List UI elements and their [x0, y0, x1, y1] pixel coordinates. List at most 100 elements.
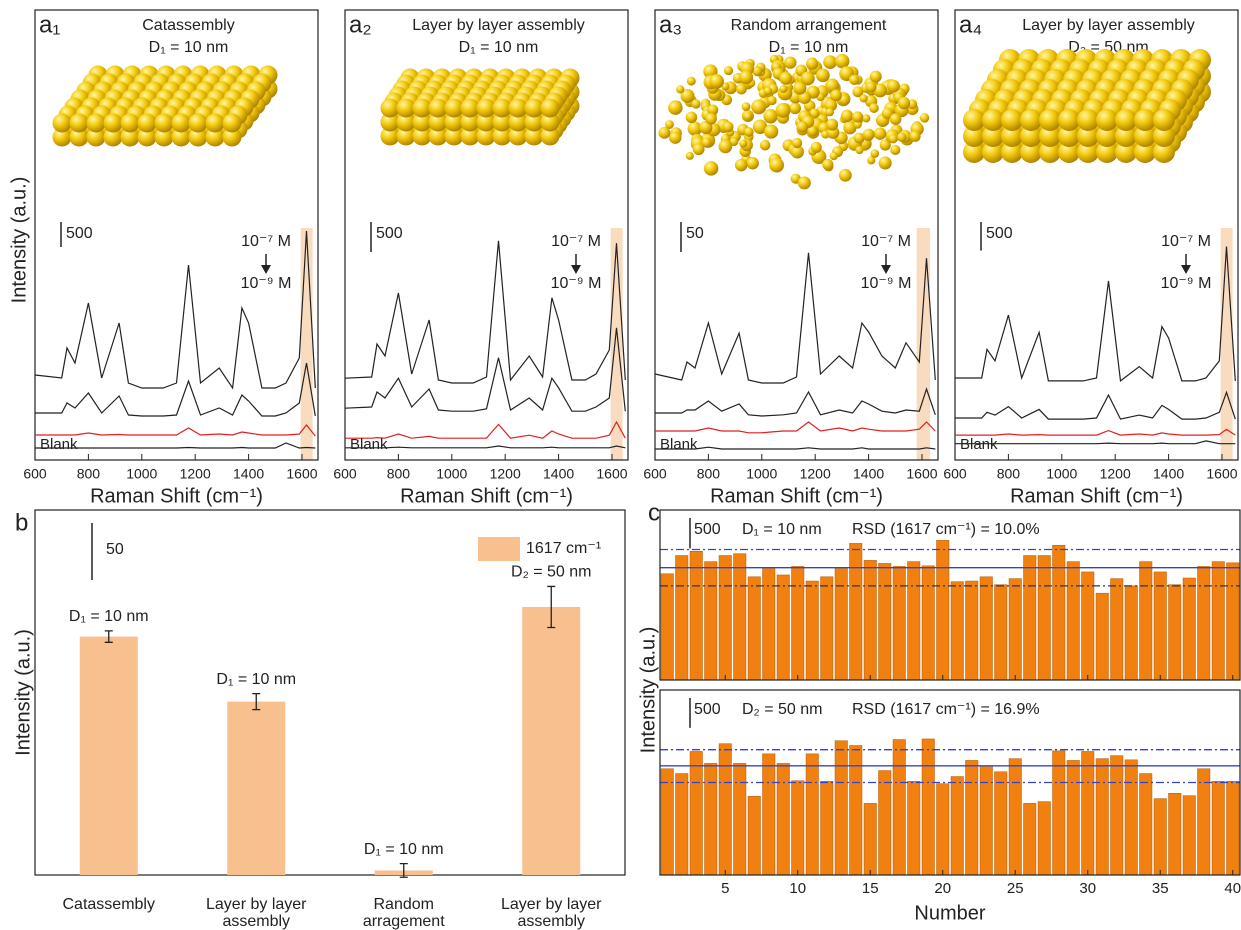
- x-tick-label: 1600: [1206, 466, 1237, 482]
- particle: [668, 100, 682, 114]
- x-tick-label: 600: [333, 466, 357, 482]
- bar: [1169, 793, 1181, 875]
- particle: [839, 169, 852, 182]
- arrow-head: [881, 265, 891, 274]
- x-axis-title: Raman Shift (cm⁻¹): [1010, 485, 1183, 507]
- particle: [744, 112, 753, 121]
- particle: [870, 71, 882, 83]
- bar: [879, 563, 891, 680]
- particle: [709, 74, 724, 89]
- particle: [920, 113, 929, 122]
- x-tick-label: 800: [387, 466, 411, 482]
- legend-label: 1617 cm⁻¹: [526, 540, 601, 557]
- bar: [705, 763, 717, 875]
- particle: [792, 138, 802, 148]
- x-tick-label: 800: [77, 466, 101, 482]
- bar: [1111, 756, 1123, 875]
- scale-bar-label: 500: [376, 225, 403, 242]
- bar: [1053, 545, 1065, 680]
- particle-illustration: [658, 54, 929, 189]
- particle: [1058, 109, 1080, 131]
- x-tick-label: 1200: [800, 466, 831, 482]
- particle: [890, 145, 900, 155]
- particle: [658, 127, 670, 139]
- rsd-annotation: RSD (1617 cm⁻¹) = 16.9%: [852, 701, 1040, 718]
- x-tick-label: 1600: [906, 466, 937, 482]
- bar: [1169, 585, 1181, 680]
- bar: [951, 582, 963, 680]
- spectrum-line: [35, 363, 315, 416]
- bar: [763, 754, 775, 875]
- bar: [1198, 566, 1210, 680]
- particle: [686, 152, 694, 160]
- particle: [724, 66, 733, 75]
- concentration-low: 10⁻⁹ M: [1161, 275, 1212, 292]
- panel-subtitle: D₂ = 50 nm: [742, 701, 822, 718]
- blank-label: Blank: [960, 436, 998, 453]
- bar: [1125, 760, 1137, 875]
- bar: [705, 562, 717, 680]
- spectrum-line: [35, 425, 315, 436]
- bar: [937, 540, 949, 680]
- bar: [676, 774, 688, 875]
- bar: [980, 577, 992, 680]
- bar: [835, 741, 847, 875]
- concentration-low: 10⁻⁹ M: [241, 275, 292, 292]
- bar: [879, 771, 891, 875]
- particle: [676, 85, 684, 93]
- particle: [691, 99, 700, 108]
- bar: [1212, 781, 1224, 875]
- x-tick-label: 600: [23, 466, 47, 482]
- particle: [823, 55, 837, 69]
- concentration-low: 10⁻⁹ M: [861, 275, 912, 292]
- spectrum-line: [955, 247, 1235, 381]
- concentration-high: 10⁻⁷ M: [551, 233, 601, 250]
- bar-label: D₁ = 10 nm: [364, 841, 444, 858]
- x-tick-label: 20: [934, 880, 951, 897]
- particle: [764, 124, 778, 138]
- particle: [863, 129, 875, 141]
- bar: [1154, 799, 1166, 875]
- bar: [661, 769, 673, 875]
- y-axis-title: Intensity (a.u.): [8, 177, 30, 304]
- bar: [951, 777, 963, 875]
- x-tick-label: 1000: [1046, 466, 1077, 482]
- bar: [1009, 759, 1021, 875]
- particle: [806, 58, 818, 70]
- particle: [784, 56, 796, 68]
- scale-bar-label: 500: [986, 225, 1013, 242]
- bar: [690, 551, 702, 680]
- bar: [1212, 562, 1224, 680]
- x-tick-label: 30: [1079, 880, 1096, 897]
- particle: [869, 103, 879, 113]
- panel-title: Random arrangement: [731, 17, 887, 34]
- bar: [893, 740, 905, 875]
- panel-subtitle: D₁ = 10 nm: [769, 39, 849, 56]
- particle: [1153, 109, 1175, 131]
- particle: [826, 108, 834, 116]
- particle: [189, 114, 208, 133]
- bar: [864, 803, 876, 875]
- scale-bar-label: 50: [106, 541, 124, 558]
- particle: [763, 109, 777, 123]
- particle: [982, 109, 1004, 131]
- particle: [736, 84, 747, 95]
- particle: [1039, 109, 1061, 131]
- spectrum-line: [345, 328, 625, 411]
- bar: [995, 585, 1007, 680]
- particle: [687, 77, 696, 86]
- particle: [835, 54, 849, 68]
- bar: [821, 577, 833, 680]
- bar: [922, 566, 934, 680]
- spectrum-line: [655, 389, 935, 416]
- bar: [676, 556, 688, 680]
- particle: [686, 112, 698, 124]
- bar: [893, 566, 905, 680]
- particle: [879, 156, 892, 169]
- bar-label: D₁ = 10 nm: [69, 608, 149, 625]
- bar: [1111, 579, 1123, 680]
- spectrum-line: [955, 392, 1235, 419]
- particle: [830, 152, 838, 160]
- x-tick-label: assembly: [222, 913, 290, 930]
- particle: [742, 102, 751, 111]
